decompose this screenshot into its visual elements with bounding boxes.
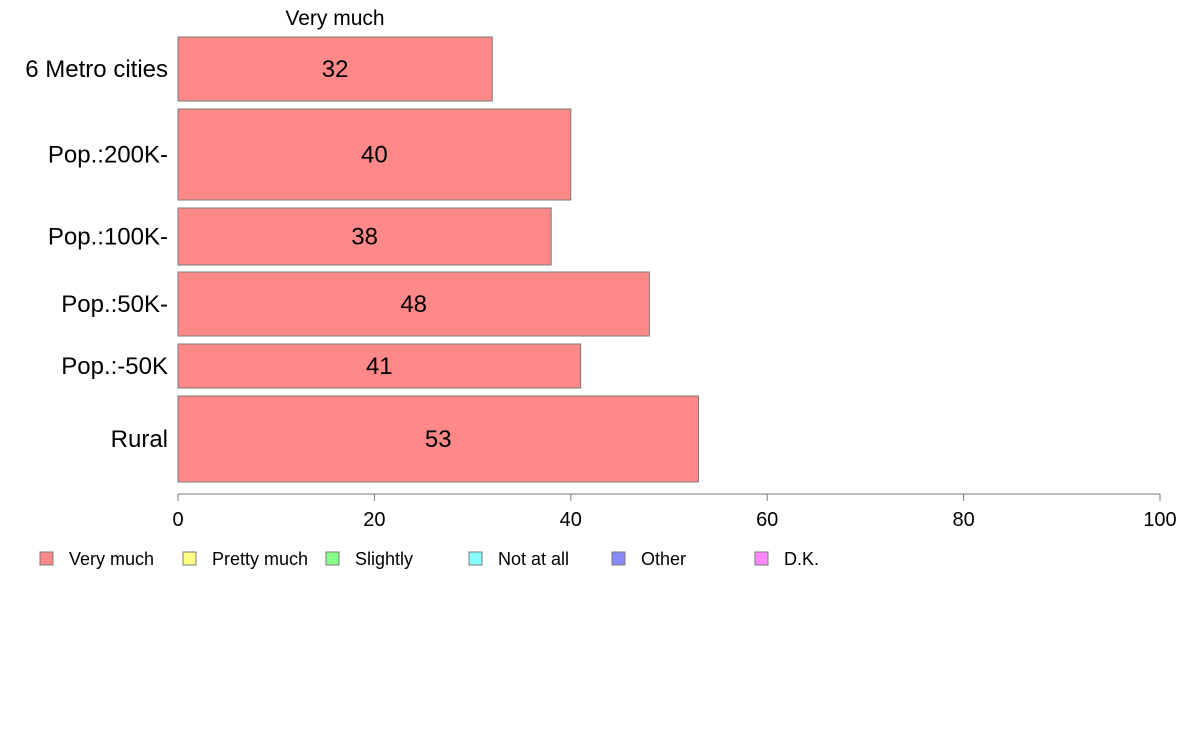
bar bbox=[177, 207, 552, 266]
x-tick-label: 60 bbox=[756, 509, 778, 531]
category-label: Pop.:-50K bbox=[61, 353, 168, 380]
legend-label: Other bbox=[641, 549, 686, 569]
legend-swatch bbox=[182, 551, 197, 566]
legend-label: Very much bbox=[69, 549, 154, 569]
legend-swatch bbox=[39, 551, 54, 566]
legend-swatch bbox=[325, 551, 340, 566]
category-label: 6 Metro cities bbox=[25, 56, 168, 83]
legend-label: Pretty much bbox=[212, 549, 308, 569]
x-axis: 0 20 40 60 80 100 bbox=[172, 493, 1177, 531]
category-label: Pop.:50K- bbox=[61, 291, 168, 318]
bar-value-label: 38 bbox=[351, 224, 378, 251]
category-label: Rural bbox=[111, 426, 168, 453]
legend-label: Slightly bbox=[355, 549, 413, 569]
bar-value-label: 48 bbox=[400, 291, 427, 318]
bar-value-label: 32 bbox=[322, 56, 349, 83]
legend-label: Not at all bbox=[498, 549, 569, 569]
category-label: Pop.:200K- bbox=[48, 142, 168, 169]
bar-value-label: 41 bbox=[366, 353, 393, 380]
bar bbox=[177, 395, 699, 483]
x-tick-label: 100 bbox=[1143, 509, 1176, 531]
legend-label: D.K. bbox=[784, 549, 819, 569]
bar-value-label: 53 bbox=[425, 426, 452, 453]
category-label: Pop.:100K- bbox=[48, 224, 168, 251]
x-tick-label: 40 bbox=[560, 509, 582, 531]
bars-group: 32 6 Metro cities 40 Pop.:200K- 38 Pop.:100K-… bbox=[25, 36, 699, 483]
series-header: Very much bbox=[285, 7, 384, 30]
bar bbox=[177, 108, 572, 201]
bar-value-label: 40 bbox=[361, 142, 388, 169]
legend-swatch bbox=[754, 551, 769, 566]
bar bbox=[177, 271, 650, 337]
legend: Very much Pretty much Slightly Not at all Ot… bbox=[39, 549, 819, 569]
bar bbox=[177, 36, 493, 102]
x-tick-label: 0 bbox=[172, 509, 183, 531]
x-tick-label: 20 bbox=[363, 509, 385, 531]
legend-swatch bbox=[468, 551, 483, 566]
bar bbox=[177, 343, 582, 389]
x-tick-label: 80 bbox=[952, 509, 974, 531]
legend-swatch bbox=[611, 551, 626, 566]
